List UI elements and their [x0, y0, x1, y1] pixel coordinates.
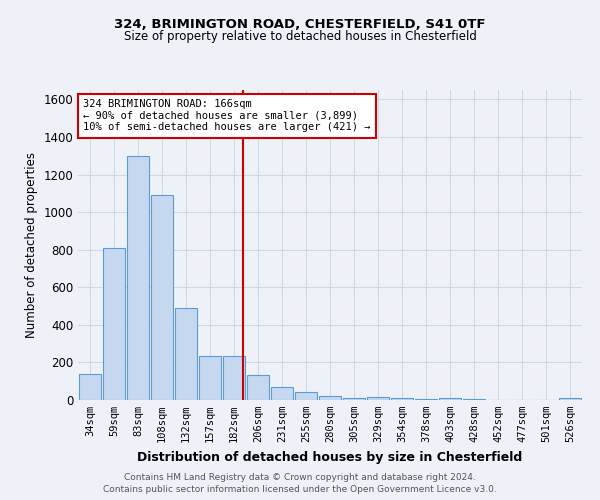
X-axis label: Distribution of detached houses by size in Chesterfield: Distribution of detached houses by size … [137, 450, 523, 464]
Text: Contains public sector information licensed under the Open Government Licence v3: Contains public sector information licen… [103, 485, 497, 494]
Text: 324 BRIMINGTON ROAD: 166sqm
← 90% of detached houses are smaller (3,899)
10% of : 324 BRIMINGTON ROAD: 166sqm ← 90% of det… [83, 100, 371, 132]
Bar [127, 156, 149, 400]
Bar [247, 374, 269, 400]
Bar [151, 195, 173, 400]
Bar [343, 398, 365, 400]
Bar [199, 356, 221, 400]
Bar [79, 374, 101, 400]
Bar [439, 398, 461, 400]
Bar [391, 398, 413, 400]
Y-axis label: Number of detached properties: Number of detached properties [25, 152, 38, 338]
Bar [103, 248, 125, 400]
Text: Size of property relative to detached houses in Chesterfield: Size of property relative to detached ho… [124, 30, 476, 43]
Text: Contains HM Land Registry data © Crown copyright and database right 2024.: Contains HM Land Registry data © Crown c… [124, 472, 476, 482]
Bar [367, 397, 389, 400]
Bar [295, 392, 317, 400]
Bar [271, 387, 293, 400]
Bar [319, 396, 341, 400]
Text: 324, BRIMINGTON ROAD, CHESTERFIELD, S41 0TF: 324, BRIMINGTON ROAD, CHESTERFIELD, S41 … [114, 18, 486, 30]
Bar [223, 356, 245, 400]
Bar [175, 308, 197, 400]
Bar [559, 398, 581, 400]
